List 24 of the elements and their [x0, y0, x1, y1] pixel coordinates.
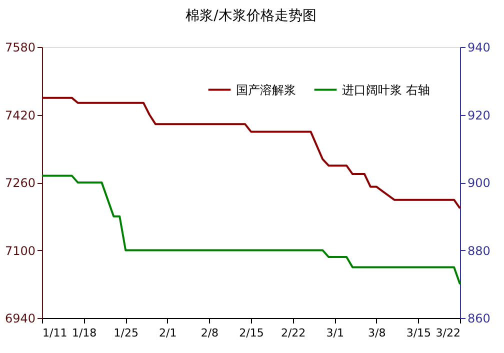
y2-tick-label: 860 [468, 312, 490, 326]
y-tick-label: 7420 [4, 108, 36, 122]
x-tick-label: 2/22 [280, 326, 306, 340]
x-tick-label: 3/22 [436, 326, 460, 340]
x-tick-label: 2/1 [159, 326, 177, 340]
y2-tick-label: 920 [468, 108, 490, 122]
y-tick-label: 7100 [4, 244, 36, 258]
chart-title: 棉浆/木浆价格走势图 [186, 8, 316, 24]
y2-tick-label: 940 [468, 40, 490, 54]
x-tick-label: 1/11 [42, 326, 68, 340]
x-tick-label: 3/1 [326, 326, 344, 340]
x-tick-label: 1/18 [72, 326, 97, 340]
legend-label: 国产溶解浆 [236, 82, 296, 97]
x-tick-label: 3/15 [406, 326, 432, 340]
x-tick-label: 2/8 [200, 326, 219, 340]
x-tick-label: 2/15 [239, 326, 264, 340]
y2-tick-label: 880 [468, 244, 490, 258]
legend-label: 进口阔叶浆 右轴 [342, 82, 430, 97]
y2-tick-label: 900 [468, 176, 490, 190]
y-tick-label: 7580 [4, 40, 36, 54]
y-tick-label: 7260 [4, 176, 36, 190]
y-tick-label: 6940 [4, 312, 36, 326]
x-tick-label: 1/25 [114, 326, 138, 340]
x-tick-label: 3/8 [368, 326, 386, 340]
